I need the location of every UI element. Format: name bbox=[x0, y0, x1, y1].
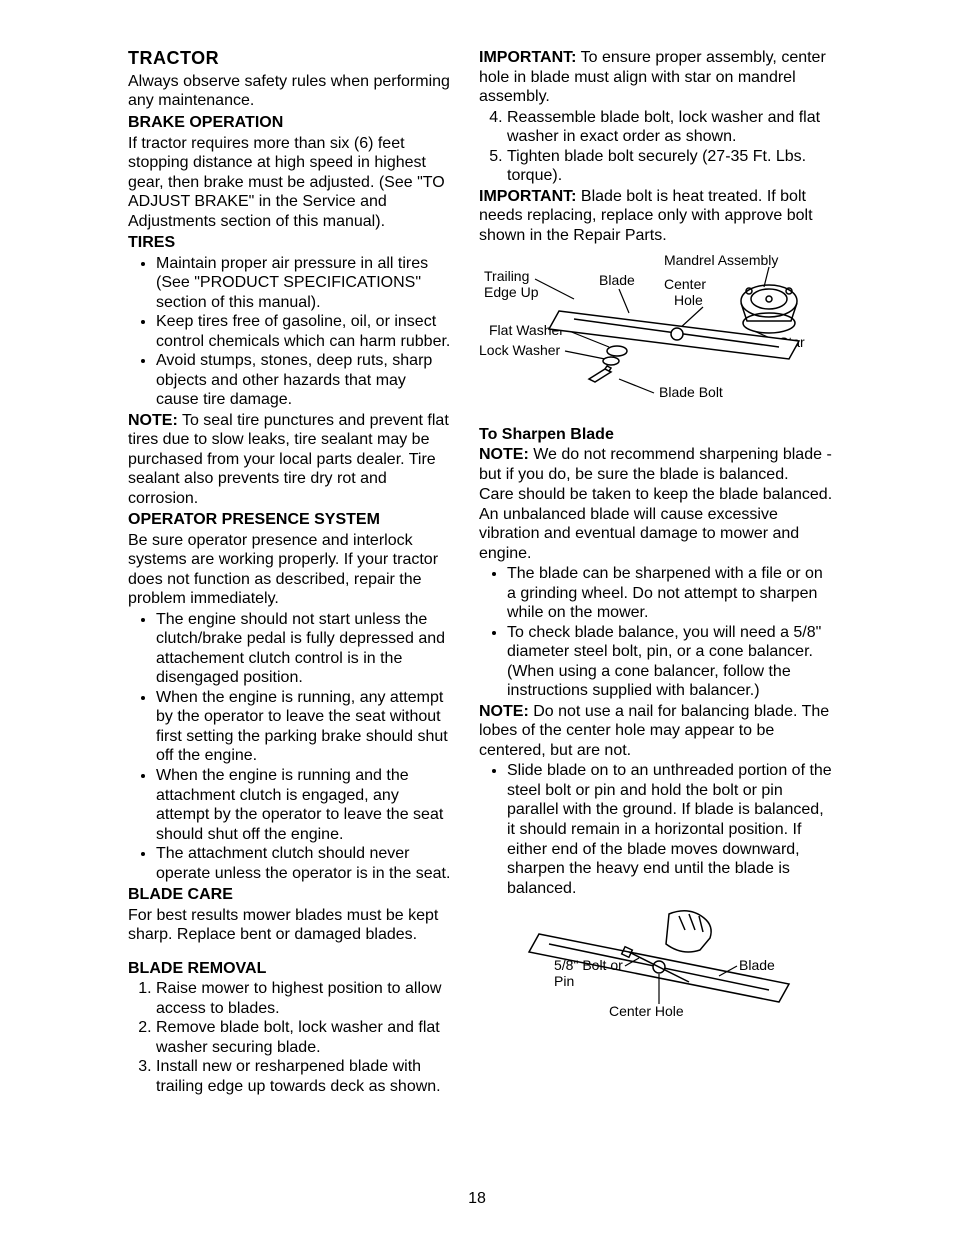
sharpen-list-2: Slide blade on to an unthreaded portion … bbox=[479, 761, 834, 898]
heading-brake-operation: BRAKE OPERATION bbox=[128, 113, 451, 133]
ops-list: The engine should not start unless the c… bbox=[128, 610, 451, 883]
blade-removal-step: Remove blade bolt, lock washer and flat … bbox=[156, 1018, 451, 1057]
important-assembly: IMPORTANT: To ensure proper assembly, ce… bbox=[479, 48, 834, 107]
dia1-mandrel-label: Mandrel Assembly bbox=[664, 252, 778, 268]
dia1-trailing2-label: Edge Up bbox=[484, 284, 539, 300]
tractor-intro: Always observe safety rules when perform… bbox=[128, 72, 451, 111]
sharpen-balance-text: Care should be taken to keep the blade b… bbox=[479, 485, 834, 563]
sharpen-note-2: NOTE: Do not use a nail for balancing bl… bbox=[479, 702, 834, 761]
sharpen-list: The blade can be sharpened with a file o… bbox=[479, 564, 834, 701]
dia2-blade-label: Blade bbox=[739, 957, 775, 973]
ops-item: When the engine is running, any attempt … bbox=[156, 688, 451, 766]
tires-item: Maintain proper air pressure in all tire… bbox=[156, 254, 451, 313]
reassembly-step: Reassemble blade bolt, lock washer and f… bbox=[507, 108, 834, 147]
important-bolt: IMPORTANT: Blade bolt is heat treated. I… bbox=[479, 187, 834, 246]
tires-item: Avoid stumps, stones, deep ruts, sharp o… bbox=[156, 351, 451, 410]
dia1-hole-label: Hole bbox=[674, 292, 703, 308]
tires-list: Maintain proper air pressure in all tire… bbox=[128, 254, 451, 410]
sharpen-item: Slide blade on to an unthreaded portion … bbox=[507, 761, 834, 898]
section-title-tractor: TRACTOR bbox=[128, 48, 451, 70]
note-label: NOTE: bbox=[128, 412, 178, 429]
brake-operation-text: If tractor requires more than six (6) fe… bbox=[128, 134, 451, 232]
left-column: TRACTOR Always observe safety rules when… bbox=[128, 48, 451, 1097]
blade-balance-svg: 5/8" Bolt or Pin Blade Center Hole bbox=[509, 904, 809, 1024]
dia1-trailing-label: Trailing bbox=[484, 268, 529, 284]
heading-blade-care: BLADE CARE bbox=[128, 885, 451, 905]
heading-tires: TIRES bbox=[128, 233, 451, 253]
sharpen-item: The blade can be sharpened with a file o… bbox=[507, 564, 834, 623]
dia1-blade-label: Blade bbox=[599, 272, 635, 288]
blade-shape-icon bbox=[549, 311, 799, 359]
washers-bolt-icon bbox=[589, 346, 627, 382]
important-label: IMPORTANT: bbox=[479, 49, 576, 66]
tires-item: Keep tires free of gasoline, oil, or ins… bbox=[156, 312, 451, 351]
ops-item: The attachment clutch should never opera… bbox=[156, 844, 451, 883]
heading-blade-removal: BLADE REMOVAL bbox=[128, 959, 451, 979]
blade-balance-diagram: 5/8" Bolt or Pin Blade Center Hole bbox=[479, 904, 834, 1030]
important-label: IMPORTANT: bbox=[479, 188, 576, 205]
ops-item: When the engine is running and the attac… bbox=[156, 766, 451, 844]
ops-intro: Be sure operator presence and interlock … bbox=[128, 531, 451, 609]
ops-item: The engine should not start unless the c… bbox=[156, 610, 451, 688]
blade-removal-step: Raise mower to highest position to allow… bbox=[156, 979, 451, 1018]
blade-care-text: For best results mower blades must be ke… bbox=[128, 906, 451, 945]
page-number: 18 bbox=[0, 1190, 954, 1208]
heading-operator-presence: OPERATOR PRESENCE SYSTEM bbox=[128, 510, 451, 530]
right-column: IMPORTANT: To ensure proper assembly, ce… bbox=[479, 48, 834, 1097]
tires-note: NOTE: To seal tire punctures and prevent… bbox=[128, 411, 451, 509]
reassembly-step: Tighten blade bolt securely (27-35 Ft. L… bbox=[507, 147, 834, 186]
reassembly-list: Reassemble blade bolt, lock washer and f… bbox=[479, 108, 834, 186]
sharpen-item: To check blade balance, you will need a … bbox=[507, 623, 834, 701]
hand-icon bbox=[666, 911, 711, 952]
blade-removal-list: Raise mower to highest position to allow… bbox=[128, 979, 451, 1096]
blade-assembly-svg: Mandrel Assembly Trailing Edge Up Blade … bbox=[479, 251, 834, 411]
sharpen-note: NOTE: We do not recommend sharpening bla… bbox=[479, 445, 834, 484]
manual-page: TRACTOR Always observe safety rules when… bbox=[0, 0, 954, 1240]
mandrel-icon bbox=[741, 285, 797, 333]
note-label: NOTE: bbox=[479, 446, 529, 463]
blade-assembly-diagram: Mandrel Assembly Trailing Edge Up Blade … bbox=[479, 251, 834, 417]
two-column-layout: TRACTOR Always observe safety rules when… bbox=[128, 48, 834, 1097]
note-text: We do not recommend sharpening blade - b… bbox=[479, 446, 832, 483]
note-label: NOTE: bbox=[479, 703, 529, 720]
blade-removal-step: Install new or resharpened blade with tr… bbox=[156, 1057, 451, 1096]
heading-sharpen-blade: To Sharpen Blade bbox=[479, 425, 834, 445]
dia2-pin-label: Pin bbox=[554, 973, 574, 989]
note-text: Do not use a nail for balancing blade. T… bbox=[479, 703, 829, 759]
dia1-lock-label: Lock Washer bbox=[479, 342, 561, 358]
dia2-center-label: Center Hole bbox=[609, 1003, 684, 1019]
dia1-bolt-label: Blade Bolt bbox=[659, 384, 723, 400]
dia1-center-label: Center bbox=[664, 276, 706, 292]
dia2-bolt-label: 5/8" Bolt or bbox=[554, 957, 623, 973]
